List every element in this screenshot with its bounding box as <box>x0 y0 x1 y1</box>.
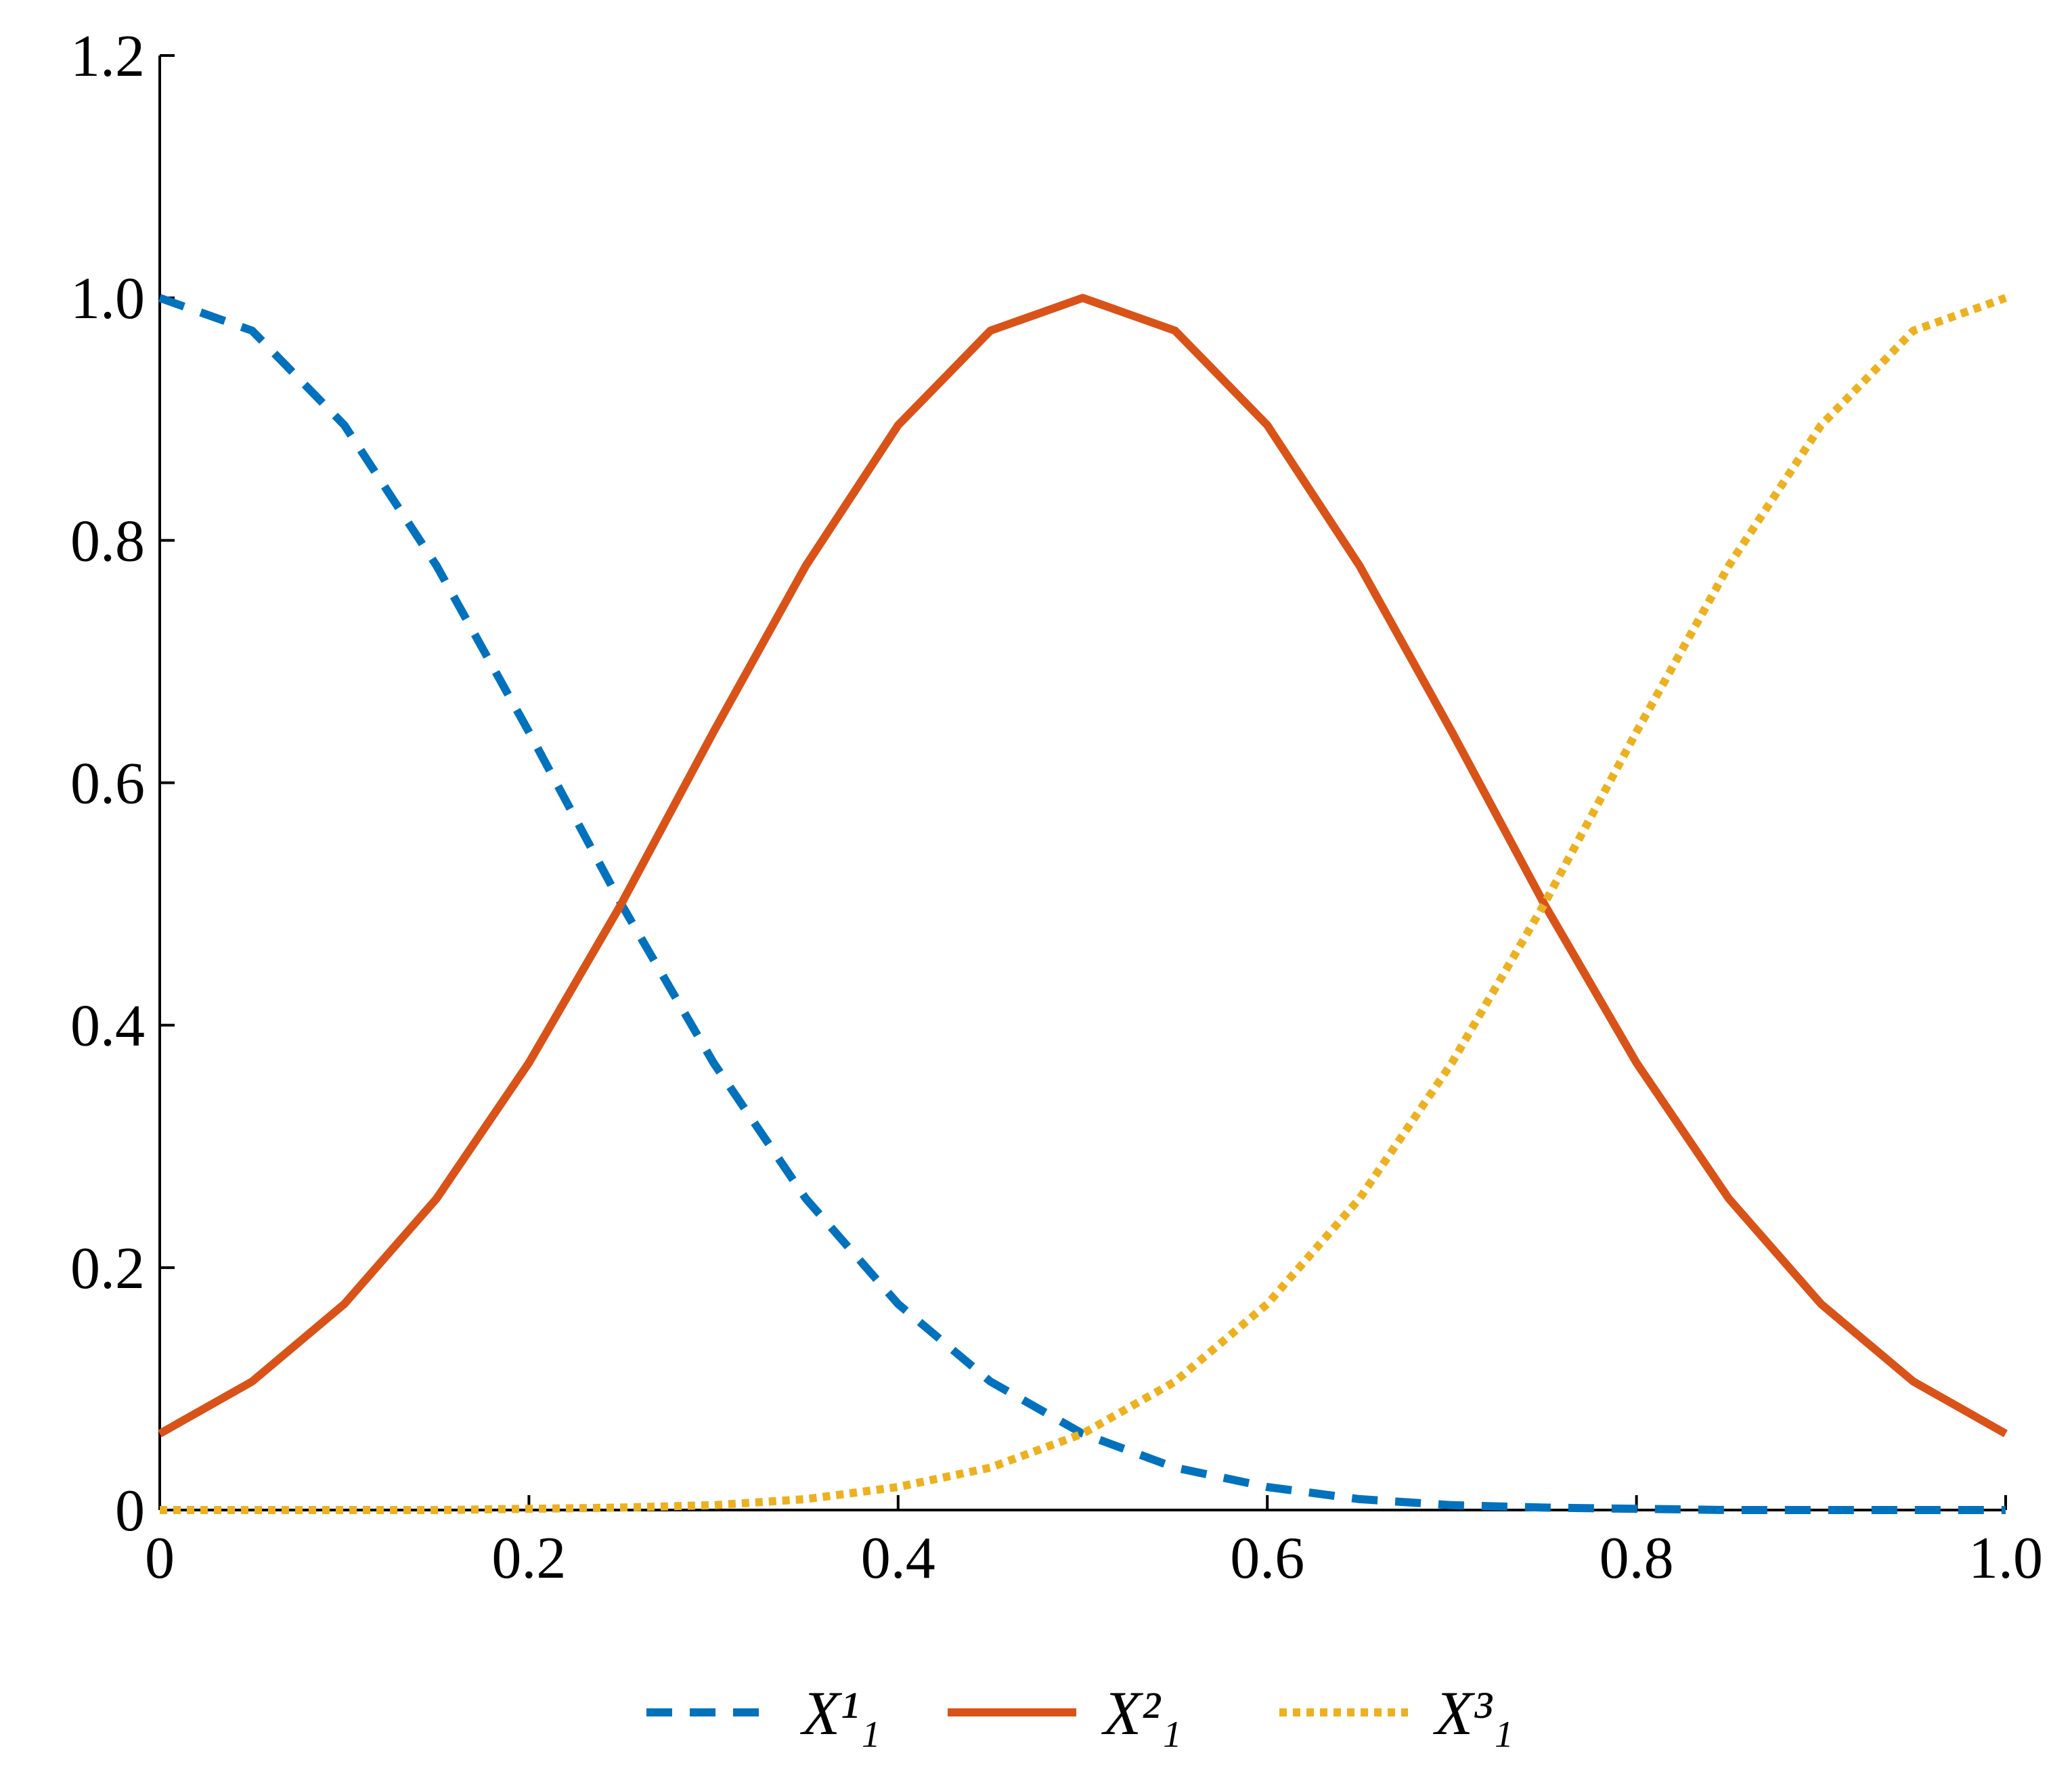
y-tick-label: 0.6 <box>70 751 145 817</box>
x-tick-label: 0.8 <box>1600 1526 1674 1591</box>
y-tick-label: 0 <box>115 1478 145 1544</box>
legend-label: X²₁ <box>1101 1679 1182 1748</box>
series-line <box>158 294 2008 1438</box>
x-tick-label: 0.4 <box>861 1526 935 1591</box>
x-tick-label: 0.6 <box>1230 1526 1304 1591</box>
y-tick-label: 1.0 <box>70 266 145 332</box>
x-tick-label: 0 <box>145 1526 175 1591</box>
x-tick-label: 1.0 <box>1968 1526 2043 1591</box>
legend-label: X³₁ <box>1432 1679 1514 1748</box>
series-line <box>160 294 2008 1514</box>
legend-label: X¹₁ <box>799 1679 881 1748</box>
series-line <box>158 294 2006 1514</box>
y-tick-label: 1.2 <box>70 24 145 89</box>
y-tick-label: 0.8 <box>70 508 145 574</box>
x-tick-label: 0.2 <box>491 1526 566 1591</box>
y-tick-label: 0.4 <box>70 994 145 1059</box>
y-tick-label: 0.2 <box>70 1236 145 1302</box>
